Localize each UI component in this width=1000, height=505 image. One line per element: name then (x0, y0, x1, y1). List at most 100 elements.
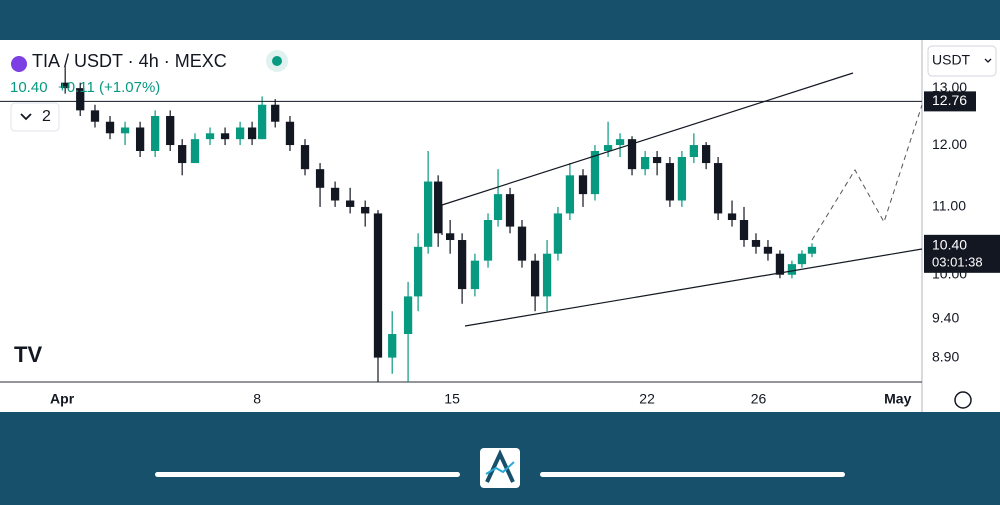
candle-body (565, 175, 575, 214)
divider (540, 472, 845, 477)
indicator-count: 2 (42, 108, 51, 125)
channel-upper (441, 72, 854, 206)
candle-body (434, 181, 443, 234)
candle-body (542, 253, 552, 297)
last-price-label: 10.40 (932, 237, 967, 253)
candle-body (739, 219, 749, 241)
candle-body (727, 213, 737, 220)
tv-logo: TV (14, 342, 42, 367)
candle-body (578, 175, 588, 195)
plot (61, 66, 817, 382)
hline-label-bg (924, 91, 976, 112)
currency: USDT (932, 52, 971, 68)
candle-body (807, 246, 817, 254)
candle-body (505, 194, 515, 227)
change: +0.11 (+1.07%) (58, 79, 160, 96)
candle-body (640, 157, 650, 170)
candle-body (346, 200, 355, 207)
candle-body (423, 181, 433, 247)
y-tick-label: 8.90 (932, 348, 959, 364)
candle-body (220, 133, 230, 140)
y-tick-label: 12.00 (932, 136, 967, 152)
x-tick-label: 26 (751, 391, 767, 407)
x-tick-label: May (884, 391, 911, 407)
top-band (0, 0, 1000, 40)
x-tick-label: Apr (50, 391, 75, 407)
candle-body (190, 139, 200, 164)
last-price: 10.40 (10, 79, 48, 96)
brand-mark (485, 461, 515, 475)
candle-body (665, 163, 675, 201)
candle-body (787, 264, 797, 275)
candle-body (151, 116, 160, 152)
candle-body (361, 206, 370, 214)
candle-body (530, 260, 540, 297)
candle-body (652, 157, 662, 164)
candle-body (701, 145, 711, 164)
candle-body (403, 296, 413, 335)
status-dot (272, 56, 282, 66)
candle-body (315, 169, 325, 188)
channel-lower (464, 248, 923, 327)
candle-body (446, 233, 455, 241)
candle-body (763, 246, 773, 254)
candle-body (61, 82, 70, 89)
settings-icon[interactable] (954, 391, 972, 409)
candle-body (166, 116, 175, 146)
symbol: TIA / USDT · 4h · MEXC (32, 51, 227, 71)
candle-body (300, 145, 310, 170)
divider (155, 472, 460, 477)
candle-body (235, 127, 245, 140)
candle-body (178, 145, 187, 164)
candle-body (388, 334, 397, 358)
chevron (20, 113, 32, 121)
indicator-toggle[interactable] (10, 102, 60, 132)
candle-body (517, 226, 527, 261)
candle-body (493, 194, 503, 220)
symbol-icon (11, 56, 27, 72)
brand-mark (485, 449, 515, 483)
currency-select[interactable] (927, 45, 997, 77)
candle-body (775, 253, 785, 275)
candle-body (105, 121, 115, 134)
candle-body (120, 127, 130, 134)
last-price-bg (924, 234, 1000, 273)
candle-body (603, 145, 613, 152)
candle-body (483, 219, 493, 261)
hline-label: 12.76 (932, 92, 967, 108)
y-tick-label: 13.00 (932, 79, 967, 95)
candle-body (677, 157, 687, 201)
candle-body (285, 121, 295, 146)
candle-body (615, 139, 625, 146)
candle-body (797, 253, 807, 265)
chevron (984, 58, 992, 63)
candle-body (271, 104, 280, 122)
candle-body (590, 151, 600, 195)
candle-body (553, 213, 563, 254)
candle-body (713, 163, 723, 214)
candle-body (413, 246, 423, 297)
candle-body (205, 133, 215, 140)
candle-body (373, 213, 383, 358)
candle-body (90, 110, 100, 122)
candle-body (257, 104, 267, 140)
candle-body (457, 240, 467, 290)
x-tick-label: 15 (444, 391, 460, 407)
candle-body (247, 127, 257, 140)
x-tick-label: 8 (253, 391, 261, 407)
projection (811, 104, 923, 241)
chart-area (0, 40, 1000, 412)
candle-body (627, 139, 637, 170)
candle-body (689, 145, 699, 158)
y-tick-label: 11.00 (932, 198, 966, 214)
countdown: 03:01:38 (932, 254, 983, 269)
x-tick-label: 22 (639, 391, 655, 407)
candle-body (751, 240, 761, 247)
y-tick-label: 9.40 (932, 309, 959, 325)
candle-body (330, 187, 340, 201)
candle-body (470, 260, 480, 290)
candle-body (135, 127, 145, 152)
candle-body (76, 88, 85, 111)
